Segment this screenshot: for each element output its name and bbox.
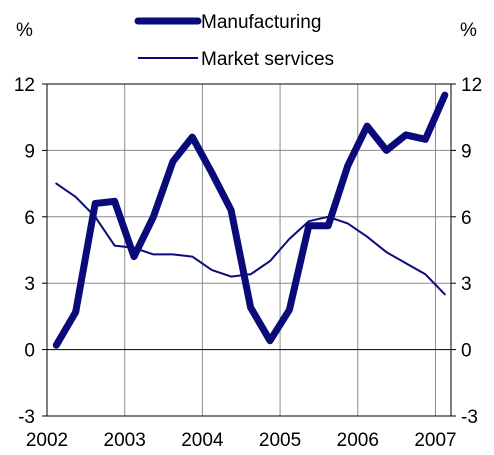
x-tick-label: 2006 (337, 430, 379, 451)
right-tick-label: 9 (461, 141, 472, 162)
right-tick-label: 3 (461, 274, 472, 295)
right-y-axis: -3 0 3 6 9 12 (451, 75, 482, 428)
plot-frame-group (46, 83, 452, 417)
legend-label-market-services: Market services (201, 49, 334, 70)
grid (47, 83, 451, 417)
x-tick-label: 2003 (104, 430, 146, 451)
right-tick-label: -3 (461, 407, 478, 428)
left-tick-label: 3 (24, 274, 35, 295)
x-axis: 2002 2003 2004 2005 2006 2007 (26, 430, 457, 451)
right-tick-label: 6 (461, 208, 472, 229)
left-y-axis: -3 0 3 6 9 12 (14, 75, 47, 428)
x-tick-label: 2007 (414, 430, 456, 451)
right-axis-unit: % (460, 20, 477, 41)
left-tick-label: 12 (14, 75, 35, 96)
legend: Manufacturing Market services (134, 12, 334, 70)
series-layer (52, 91, 449, 349)
plot-frame (46, 83, 452, 417)
legend-label-manufacturing: Manufacturing (201, 12, 321, 33)
right-tick-label: 12 (461, 75, 482, 96)
x-tick-label: 2005 (259, 430, 301, 451)
series-line-manufacturing (52, 91, 449, 349)
series-line-market-services (55, 182, 446, 296)
left-tick-label: 6 (24, 208, 35, 229)
left-tick-label: 9 (24, 141, 35, 162)
right-tick-label: 0 (461, 341, 472, 362)
left-axis-unit: % (16, 20, 33, 41)
x-tick-label: 2002 (26, 430, 68, 451)
left-tick-label: 0 (24, 341, 35, 362)
x-tick-label: 2004 (181, 430, 224, 451)
left-tick-label: -3 (18, 407, 35, 428)
